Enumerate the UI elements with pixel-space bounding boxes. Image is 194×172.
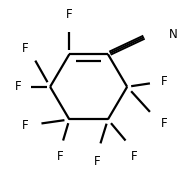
Text: F: F <box>161 75 167 88</box>
Text: F: F <box>22 119 28 132</box>
Text: F: F <box>66 8 73 22</box>
Text: F: F <box>161 117 167 130</box>
Text: F: F <box>131 150 137 163</box>
Text: F: F <box>57 150 63 163</box>
Text: N: N <box>169 28 178 41</box>
Text: F: F <box>22 42 28 55</box>
Text: F: F <box>15 80 22 93</box>
Text: F: F <box>94 155 100 168</box>
